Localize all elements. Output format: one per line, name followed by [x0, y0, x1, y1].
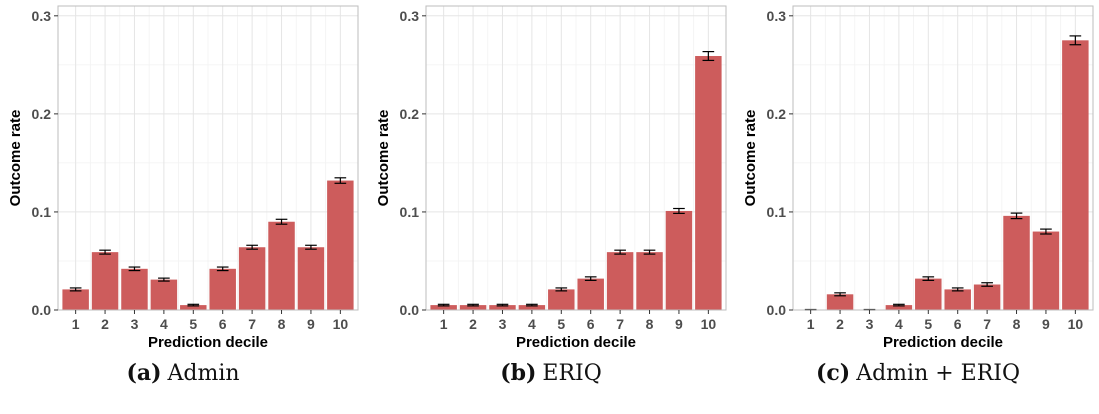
x-tick-label: 3	[499, 316, 507, 332]
chart-panel-eriq: 0.0 0.1 0.2 0.3 1 2 3 4 5 6 7 8 9 10 Prediction decile…	[368, 0, 734, 414]
bar	[1032, 231, 1060, 310]
bar	[150, 279, 178, 310]
bar	[238, 247, 266, 310]
x-tick-label: 7	[983, 316, 991, 332]
y-tick-label: 0.2	[767, 106, 787, 122]
bar	[606, 252, 634, 310]
x-tick-label: 5	[189, 316, 197, 332]
bar	[665, 210, 693, 310]
caption-letter: (a)	[126, 360, 162, 386]
bar	[297, 247, 325, 310]
bar	[62, 289, 89, 310]
x-tick-label: 9	[675, 316, 683, 332]
chart-panel-admin: 0.0 0.1 0.2 0.3 1 2 3 4 5 6 7 8 9 10 Prediction decile…	[0, 0, 366, 414]
bar	[430, 305, 457, 310]
x-tick-label: 4	[160, 316, 168, 332]
x-tick-label: 3	[866, 316, 874, 332]
x-tick-label: 8	[1013, 316, 1021, 332]
bar	[577, 278, 604, 310]
bar	[91, 252, 119, 310]
caption-text: ERIQ	[542, 361, 602, 386]
bar	[327, 180, 354, 310]
x-tick-label: 7	[616, 316, 624, 332]
x-tick-label: 4	[528, 316, 536, 332]
caption-eriq: (b) ERIQ	[368, 360, 734, 386]
y-tick-label: 0.0	[767, 302, 787, 318]
x-tick-label: 8	[278, 316, 286, 332]
x-axis-title: Prediction decile	[148, 334, 268, 351]
bar	[209, 268, 236, 310]
bar	[826, 294, 854, 310]
y-tick-label: 0.3	[32, 8, 52, 24]
x-tick-label: 5	[924, 316, 932, 332]
plot-border	[425, 5, 727, 311]
x-tick-label: 3	[131, 316, 139, 332]
caption-admin: (a) Admin	[0, 360, 366, 386]
chart-admin: 0.0 0.1 0.2 0.3 1 2 3 4 5 6 7 8 9 10 Prediction decile…	[7, 5, 359, 351]
x-tick-label: 9	[1042, 316, 1050, 332]
y-tick-label: 0.3	[400, 8, 420, 24]
plot-border	[57, 5, 359, 311]
x-tick-label: 8	[646, 316, 654, 332]
x-tick-label: 4	[895, 316, 903, 332]
x-axis-title: Prediction decile	[516, 334, 636, 351]
x-tick-label: 7	[248, 316, 256, 332]
x-tick-label: 10	[701, 316, 717, 332]
x-tick-label: 1	[440, 316, 448, 332]
bar	[121, 268, 148, 310]
y-axis-title: Outcome rate	[375, 110, 392, 207]
x-tick-label: 10	[333, 316, 349, 332]
y-tick-label: 0.0	[32, 302, 52, 318]
y-tick-label: 0.1	[400, 204, 420, 220]
bar	[518, 305, 546, 310]
x-tick-label: 1	[72, 316, 80, 332]
bar	[489, 305, 516, 310]
bar	[548, 289, 575, 310]
y-axis-title: Outcome rate	[7, 110, 24, 207]
x-tick-label: 9	[307, 316, 315, 332]
bar	[1062, 40, 1089, 311]
y-tick-label: 0.1	[32, 204, 52, 220]
chart-admin-eriq: 0.0 0.1 0.2 0.3 1 2 3 4 5 6 7 8 9 10 Prediction decile…	[742, 5, 1094, 351]
y-tick-label: 0.0	[400, 302, 420, 318]
x-tick-label: 2	[101, 316, 109, 332]
caption-admin-eriq: (c) Admin + ERIQ	[735, 360, 1099, 386]
x-tick-label: 6	[219, 316, 227, 332]
bar	[459, 305, 487, 310]
x-tick-label: 6	[954, 316, 962, 332]
y-axis-title: Outcome rate	[742, 110, 759, 207]
y-tick-label: 0.1	[767, 204, 787, 220]
bar	[695, 56, 722, 310]
caption-letter: (c)	[815, 360, 851, 386]
bar	[1003, 215, 1030, 310]
plot-border	[792, 5, 1094, 311]
bar	[915, 278, 942, 310]
chart-panel-admin-eriq: 0.0 0.1 0.2 0.3 1 2 3 4 5 6 7 8 9 10 Prediction decile…	[735, 0, 1099, 414]
bar	[944, 289, 971, 310]
chart-eriq: 0.0 0.1 0.2 0.3 1 2 3 4 5 6 7 8 9 10 Prediction decile…	[375, 5, 727, 351]
y-tick-label: 0.2	[32, 106, 52, 122]
caption-text: Admin + ERIQ	[856, 361, 1021, 386]
bar	[973, 284, 1001, 310]
bar	[268, 221, 295, 310]
y-tick-label: 0.3	[767, 8, 787, 24]
bar	[180, 305, 207, 310]
x-axis-title: Prediction decile	[883, 334, 1003, 351]
caption-letter: (b)	[500, 360, 537, 386]
y-tick-label: 0.2	[400, 106, 420, 122]
x-tick-label: 5	[557, 316, 565, 332]
x-tick-label: 6	[587, 316, 595, 332]
bar	[636, 252, 663, 310]
caption-text: Admin	[167, 361, 240, 386]
x-tick-label: 1	[807, 316, 815, 332]
bar	[885, 305, 913, 310]
x-tick-label: 10	[1068, 316, 1084, 332]
x-tick-label: 2	[836, 316, 844, 332]
x-tick-label: 2	[469, 316, 477, 332]
